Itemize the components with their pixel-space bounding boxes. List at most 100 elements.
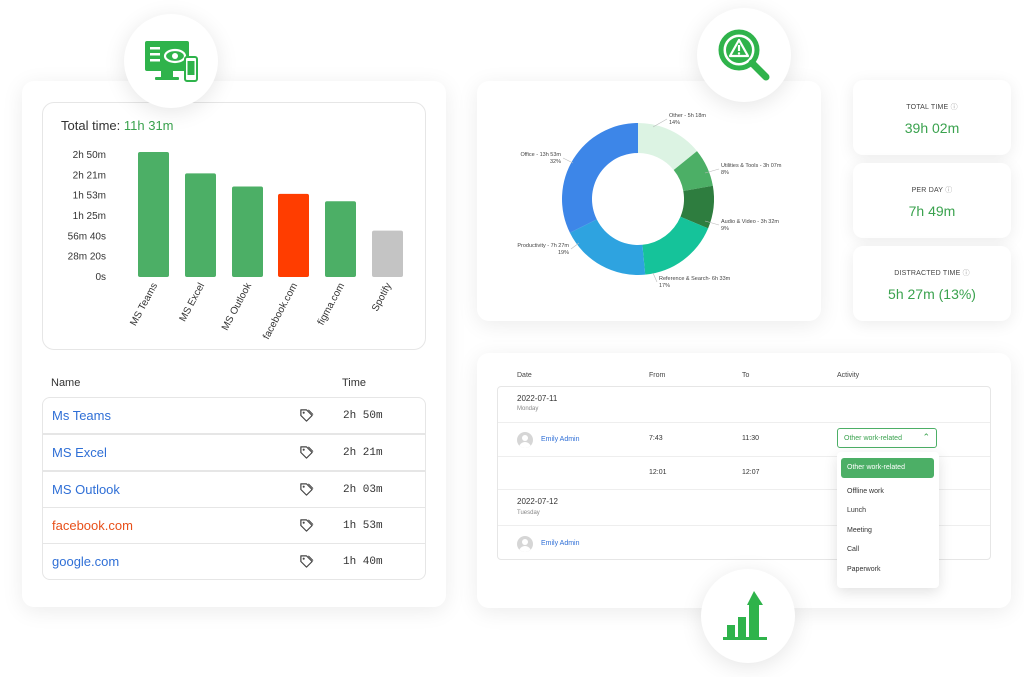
app-name[interactable]: Ms Teams [52, 408, 111, 423]
col-date: Date [517, 372, 532, 379]
dropdown-option-selected[interactable]: Other work-related [841, 458, 934, 478]
row-divider [498, 456, 990, 457]
app-row[interactable]: MS Outlook 2h 03m [42, 471, 426, 508]
growth-chart-icon [723, 591, 767, 640]
stat-distracted-time: DISTRACTED TIME ⓘ 5h 27m (13%) [853, 246, 1011, 321]
activity-select[interactable]: Other work-related ⌃ [837, 428, 937, 448]
user-name[interactable]: Emily Admin [541, 540, 580, 547]
slice-percent-label: 19% [558, 250, 569, 256]
bar[interactable] [185, 173, 216, 277]
dropdown-option-label: Other work-related [847, 464, 905, 471]
app-time: 2h 50m [343, 409, 383, 422]
tag-icon[interactable] [299, 518, 314, 538]
chevron-up-icon: ⌃ [922, 432, 930, 442]
entry-from: 12:01 [649, 469, 667, 476]
slice-percent-label: 14% [669, 120, 680, 126]
info-icon[interactable]: ⓘ [950, 104, 958, 111]
slice-percent-label: 17% [659, 283, 670, 289]
bar[interactable] [138, 152, 169, 277]
tag-icon[interactable] [299, 482, 314, 502]
slice-percent-label: 8% [721, 170, 729, 176]
x-tick-label: MS Excel [178, 281, 208, 323]
info-icon[interactable]: ⓘ [945, 187, 953, 194]
app-time: 2h 03m [343, 483, 383, 496]
donut-slice[interactable] [680, 185, 714, 229]
slice-label: Utilities & Tools - 3h 07m [721, 163, 782, 169]
donut-slice[interactable] [673, 151, 713, 192]
tag-icon[interactable] [299, 408, 314, 428]
col-to: To [742, 372, 750, 379]
row-divider [498, 489, 990, 490]
app-row[interactable]: MS Excel 2h 21m [42, 434, 426, 471]
tag-icon[interactable] [299, 554, 314, 574]
total-time-label: Total time: [61, 118, 121, 133]
entry-to: 11:30 [742, 435, 759, 442]
x-tick-label: figma.com [316, 281, 347, 327]
y-tick-label: 1h 53m [73, 191, 106, 202]
slice-percent-label: 9% [721, 226, 729, 232]
app-row[interactable]: google.com 1h 40m [42, 543, 426, 580]
entry-to: 12:07 [742, 469, 760, 476]
stat-distracted-time-value: 5h 27m (13%) [888, 286, 976, 302]
col-activity: Activity [837, 372, 860, 379]
monitor-eye-badge [124, 14, 218, 108]
dropdown-option[interactable]: Offline work [847, 488, 884, 495]
tag-icon[interactable] [299, 445, 314, 465]
bar-chart: 2h 50m 2h 21m 1h 53m 1h 25m 56m 40s 28m 20s 0s… [68, 150, 403, 341]
stat-total-time: TOTAL TIME ⓘ 39h 02m [853, 80, 1011, 155]
app-time: 2h 21m [343, 446, 383, 459]
warning-search-badge [697, 8, 791, 102]
label-leader-line [704, 220, 720, 226]
bar[interactable] [232, 186, 263, 277]
bar[interactable] [278, 193, 309, 277]
slice-label: Audio & Video - 3h 32m [721, 219, 779, 225]
day-date: 2022-07-12 [517, 497, 558, 506]
y-tick-label: 2h 21m [73, 170, 106, 181]
label-leader-line [570, 242, 580, 250]
column-header-name: Name [51, 377, 81, 389]
donut-slice[interactable] [642, 216, 709, 275]
app-name[interactable]: MS Excel [52, 445, 107, 460]
slice-label: Productivity - 7h 27m [517, 243, 569, 249]
slice-label: Office - 13h 53m [520, 152, 561, 158]
label-leader-line [652, 118, 668, 128]
stat-total-time-value: 39h 02m [904, 120, 960, 136]
y-tick-label: 28m 20s [68, 252, 106, 263]
entry-from: 7:43 [649, 435, 663, 442]
stat-per-day-value: 7h 49m [908, 203, 956, 219]
slice-percent-label: 32% [550, 159, 561, 165]
y-tick-label: 0s [95, 272, 106, 283]
user-name[interactable]: Emily Admin [541, 436, 580, 443]
app-name[interactable]: facebook.com [52, 518, 133, 533]
donut-slice[interactable] [569, 219, 646, 275]
total-time-value: 11h 31m [123, 118, 174, 133]
x-tick-label: Spotify [370, 281, 394, 313]
day-weekday: Tuesday [517, 510, 540, 516]
x-tick-label: MS Teams [128, 281, 160, 328]
slice-label: Reference & Search- 6h 33m [659, 276, 731, 282]
donut-slice[interactable] [562, 123, 638, 233]
row-divider [498, 525, 990, 526]
app-name[interactable]: MS Outlook [52, 482, 120, 497]
dropdown-option[interactable]: Lunch [847, 507, 867, 514]
y-tick-label: 2h 50m [73, 150, 106, 161]
info-icon[interactable]: ⓘ [962, 270, 970, 277]
dropdown-option[interactable]: Meeting [847, 527, 872, 534]
stat-total-time-label: TOTAL TIME [906, 104, 949, 111]
monitor-eye-icon [145, 41, 198, 82]
donut-slice[interactable] [638, 123, 697, 170]
app-name[interactable]: google.com [52, 554, 120, 569]
category-donut-card [477, 81, 821, 321]
dropdown-option[interactable]: Call [847, 546, 860, 553]
app-row[interactable]: facebook.com 1h 53m [42, 507, 426, 544]
app-row[interactable]: Ms Teams 2h 50m [42, 397, 426, 434]
bar[interactable] [372, 230, 403, 277]
slice-label: Other - 5h 18m [669, 113, 706, 119]
avatar [517, 536, 533, 552]
growth-chart-badge [701, 569, 795, 663]
x-tick-label: MS Outlook [220, 280, 255, 332]
bar[interactable] [325, 201, 356, 277]
dropdown-option[interactable]: Paperwork [847, 566, 881, 573]
bar-chart-panel: Total time: 11h 31m 2h 50m 2h 21m 1h 53m 1h… [42, 102, 426, 350]
activity-select-value: Other work-related [844, 435, 902, 442]
